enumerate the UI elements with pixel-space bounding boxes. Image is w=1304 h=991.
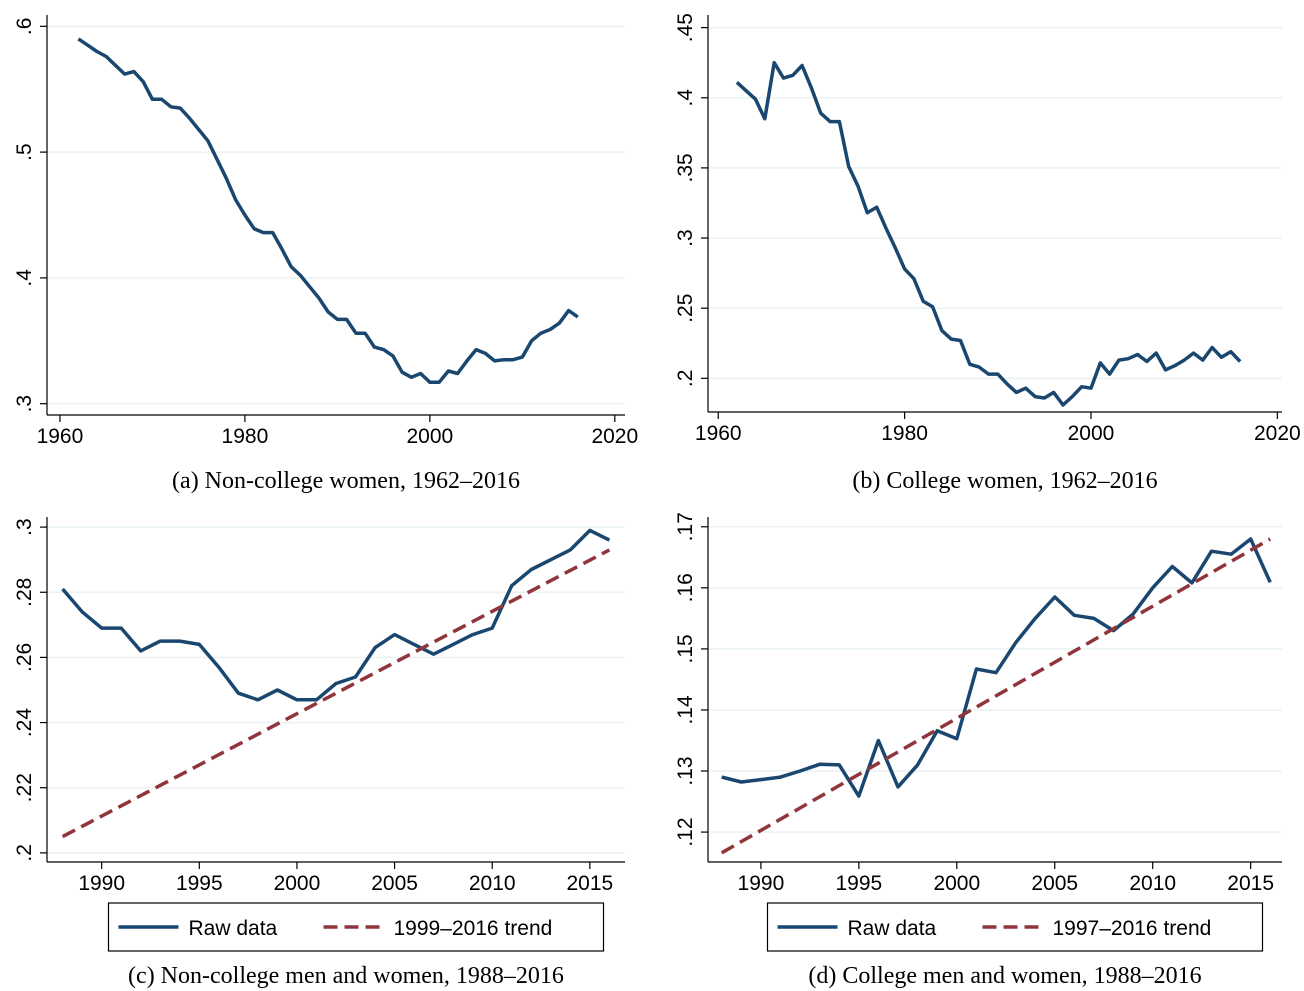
caption: (b) College women, 1962–2016 <box>852 468 1157 494</box>
y-tick-label: .3 <box>674 229 697 247</box>
series-line <box>61 548 611 839</box>
y-tick-label: .5 <box>13 143 36 161</box>
y-tick-label: .3 <box>13 395 36 413</box>
x-tick-label: 1995 <box>835 872 882 895</box>
x-tick-label: 2000 <box>1068 422 1115 445</box>
x-tick-label: 2000 <box>274 872 321 895</box>
legend-label: 1997–2016 trend <box>1053 917 1212 940</box>
x-tick-label: 2010 <box>1129 872 1176 895</box>
y-tick-label: .17 <box>674 512 697 541</box>
x-tick-label: 1960 <box>37 425 84 448</box>
legend-label: Raw data <box>848 917 937 940</box>
x-tick-label: 1980 <box>222 425 269 448</box>
y-tick-label: .25 <box>674 294 697 323</box>
y-tick-label: .14 <box>674 695 697 725</box>
y-tick-label: .4 <box>674 89 697 107</box>
y-tick-label: .12 <box>674 817 697 846</box>
series-line <box>721 537 1272 798</box>
caption: (a) Non-college women, 1962–2016 <box>172 468 520 494</box>
x-tick-label: 2005 <box>1031 872 1078 895</box>
legend-label: 1999–2016 trend <box>394 917 553 940</box>
x-tick-label: 2020 <box>591 425 638 448</box>
y-tick-label: .35 <box>674 153 697 182</box>
y-tick-label: .45 <box>674 13 697 42</box>
y-tick-label: .2 <box>13 844 36 862</box>
y-tick-label: .22 <box>13 773 36 802</box>
series-line <box>735 60 1242 407</box>
x-tick-label: 2015 <box>1227 872 1274 895</box>
y-tick-label: .16 <box>674 573 697 602</box>
x-tick-label: 1990 <box>738 872 785 895</box>
y-tick-label: .13 <box>674 756 697 785</box>
x-tick-label: 2010 <box>469 872 516 895</box>
x-tick-label: 1960 <box>695 422 742 445</box>
x-tick-label: 2005 <box>371 872 418 895</box>
y-tick-label: .24 <box>13 708 36 738</box>
y-tick-label: .26 <box>13 643 36 672</box>
y-tick-label: .6 <box>13 18 36 36</box>
legend-label: Raw data <box>189 917 278 940</box>
x-tick-label: 2020 <box>1254 422 1301 445</box>
series-line <box>720 537 1272 855</box>
y-tick-label: .4 <box>13 269 36 287</box>
x-tick-label: 2015 <box>566 872 613 895</box>
caption: (d) College men and women, 1988–2016 <box>808 963 1201 989</box>
y-tick-label: .15 <box>674 634 697 663</box>
x-tick-label: 1990 <box>78 872 125 895</box>
caption: (c) Non-college men and women, 1988–2016 <box>128 963 564 989</box>
x-tick-label: 2000 <box>407 425 454 448</box>
x-tick-label: 1995 <box>176 872 223 895</box>
y-tick-label: .3 <box>13 518 36 536</box>
series-line <box>61 528 611 702</box>
x-tick-label: 2000 <box>933 872 980 895</box>
y-tick-label: .28 <box>13 578 36 607</box>
series-line <box>77 37 579 385</box>
x-tick-label: 1980 <box>881 422 928 445</box>
y-tick-label: .2 <box>674 370 697 388</box>
